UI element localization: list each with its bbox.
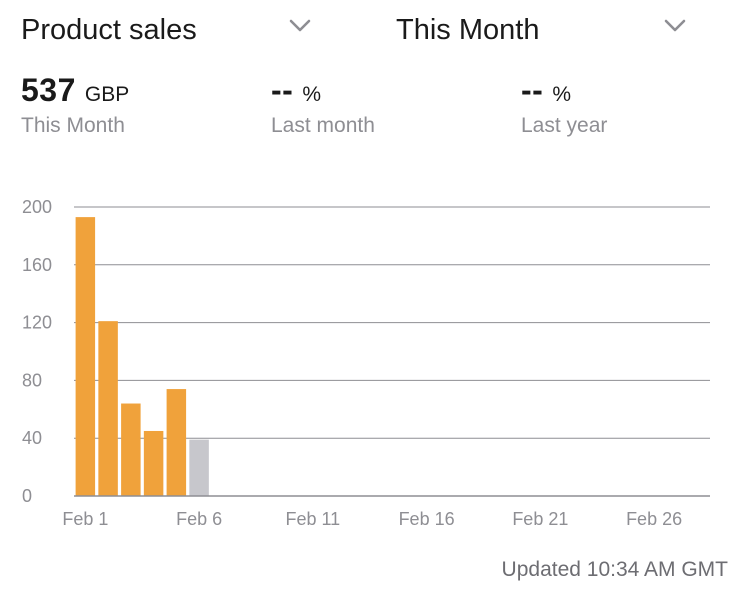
period-selector[interactable]: This Month xyxy=(396,10,696,50)
metric-caption: This Month xyxy=(21,114,125,137)
metric-unit: % xyxy=(552,83,571,106)
metric-caption: Last month xyxy=(271,114,375,137)
x-tick-label: Feb 26 xyxy=(626,509,682,529)
metric-unit: % xyxy=(302,83,321,106)
y-tick-label: 160 xyxy=(22,255,52,275)
y-tick-label: 0 xyxy=(22,486,32,506)
metric-value: -- xyxy=(521,72,544,108)
metric-last-year: -- % Last year xyxy=(521,72,607,138)
metric-value: -- xyxy=(271,72,294,108)
chevron-down-icon[interactable] xyxy=(664,19,686,33)
metric-this-month: 537 GBP This Month xyxy=(21,72,129,138)
y-tick-label: 40 xyxy=(22,428,42,448)
period-selector-label: This Month xyxy=(396,13,540,46)
x-tick-label: Feb 16 xyxy=(399,509,455,529)
metric-caption: Last year xyxy=(521,114,608,137)
metric-selector-label: Product sales xyxy=(21,13,197,46)
metric-selector[interactable]: Product sales xyxy=(21,10,321,50)
chevron-down-icon[interactable] xyxy=(289,19,311,33)
metric-unit: GBP xyxy=(84,83,130,106)
bar xyxy=(98,321,118,496)
bar xyxy=(121,403,141,496)
bar xyxy=(166,389,187,496)
metric-value: 537 xyxy=(21,72,76,108)
bar xyxy=(75,217,96,497)
x-tick-label: Feb 1 xyxy=(62,509,108,529)
x-tick-label: Feb 21 xyxy=(512,509,568,529)
y-tick-label: 120 xyxy=(22,313,52,333)
y-tick-label: 80 xyxy=(22,370,42,390)
metric-last-month: -- % Last month xyxy=(271,72,375,138)
x-tick-label: Feb 6 xyxy=(176,509,222,529)
sales-bar-chart: 0 40 80 120 160 200 Feb 1 Feb 6 Feb 11 Feb 16 Feb … xyxy=(22,197,710,529)
x-tick-label: Feb 11 xyxy=(285,509,340,529)
bar xyxy=(143,430,164,496)
bar xyxy=(189,439,209,496)
y-tick-label: 200 xyxy=(22,197,52,217)
updated-timestamp: Updated 10:34 AM GMT xyxy=(501,558,728,581)
